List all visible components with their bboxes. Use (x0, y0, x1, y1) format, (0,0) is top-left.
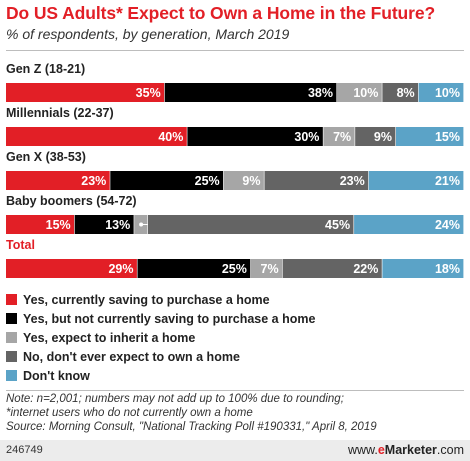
data-label: 18% (435, 262, 460, 276)
legend-swatch (6, 313, 17, 324)
category-label: Baby boomers (54-72) (6, 194, 137, 208)
brand-logo[interactable]: www.eMarketer.com (348, 443, 464, 457)
bar-segment (282, 259, 382, 278)
category-label: Millennials (22-37) (6, 106, 114, 120)
legend-label: Yes, expect to inherit a home (23, 330, 196, 345)
note-line: Note: n=2,001; numbers may not add up to… (6, 393, 344, 405)
data-label: 10% (353, 86, 378, 100)
legend-label: Yes, currently saving to purchase a home (23, 292, 270, 307)
legend-label: Yes, but not currently saving to purchas… (23, 311, 316, 326)
data-label: 9% (242, 174, 260, 188)
bar-segment (418, 83, 464, 102)
brand-suffix: .com (436, 443, 464, 457)
legend-item: Yes, expect to inherit a home (6, 328, 466, 347)
notes: Note: n=2,001; numbers may not add up to… (6, 392, 466, 434)
bar-segment (382, 83, 419, 102)
stacked-bar-chart: Gen Z (18-21) 35% 38% 10% 8% 10% Millennials (… (6, 62, 464, 278)
legend-swatch (6, 294, 17, 305)
bar-segment (137, 259, 251, 278)
bar-segment (355, 127, 396, 146)
bar-segment (354, 215, 464, 234)
data-label: 40% (158, 130, 183, 144)
data-label: 23% (340, 174, 365, 188)
bar-segment (382, 259, 464, 278)
bar-segment (368, 171, 464, 190)
legend-swatch (6, 332, 17, 343)
data-label: 38% (308, 86, 333, 100)
data-label: 25% (222, 262, 247, 276)
data-label: 29% (108, 262, 133, 276)
bar-segment (223, 171, 264, 190)
data-label: 25% (195, 174, 220, 188)
chart-subtitle: % of respondents, by generation, March 2… (6, 26, 290, 42)
category-label: Gen X (38-53) (6, 150, 86, 164)
data-label: 45% (325, 218, 350, 232)
legend-item: Yes, currently saving to purchase a home (6, 290, 466, 309)
data-label: 7% (261, 262, 279, 276)
data-label: 9% (374, 130, 392, 144)
bar-segment (164, 83, 337, 102)
bar-segment (6, 127, 187, 146)
bar-segment (6, 215, 75, 234)
data-label: 24% (435, 218, 460, 232)
bar-segment (187, 127, 323, 146)
data-label: 8% (397, 86, 415, 100)
brand-prefix: www. (347, 443, 378, 457)
bar-segment (337, 83, 382, 102)
legend-item: Yes, but not currently saving to purchas… (6, 309, 466, 328)
title-divider (6, 50, 464, 51)
bar-segment (264, 171, 369, 190)
bar-segment (323, 127, 355, 146)
bar-segment (74, 215, 134, 234)
data-label: 13% (105, 218, 130, 232)
legend-label: Don't know (23, 368, 90, 383)
legend-swatch (6, 351, 17, 362)
data-label: 10% (435, 86, 460, 100)
data-label: 22% (353, 262, 378, 276)
bar-segment (250, 259, 283, 278)
source-line: Source: Morning Consult, "National Track… (6, 421, 377, 433)
legend-divider (6, 390, 464, 391)
data-label: 15% (435, 130, 460, 144)
data-label: 23% (81, 174, 106, 188)
bar-segment (110, 171, 224, 190)
bar-segment (6, 83, 165, 102)
brand-name: Marketer (384, 443, 437, 457)
category-label: Gen Z (18-21) (6, 62, 85, 76)
bar-segment (395, 127, 464, 146)
bar-segment (6, 171, 110, 190)
data-label: 35% (136, 86, 161, 100)
legend-item: No, don't ever expect to own a home (6, 347, 466, 366)
data-label: 7% (333, 130, 351, 144)
data-label: 21% (435, 174, 460, 188)
chart-title: Do US Adults* Expect to Own a Home in th… (6, 3, 436, 23)
bar-segment (147, 215, 354, 234)
bar-segment (6, 259, 137, 278)
footer: 246749 www.eMarketer.com (0, 440, 470, 461)
legend: Yes, currently saving to purchase a home… (6, 290, 466, 385)
legend-item: Don't know (6, 366, 466, 385)
chart-id: 246749 (6, 444, 43, 456)
data-label: 30% (294, 130, 319, 144)
data-label: 15% (46, 218, 71, 232)
category-label: Total (6, 238, 35, 252)
legend-swatch (6, 370, 17, 381)
legend-label: No, don't ever expect to own a home (23, 349, 240, 364)
brand-e: e (377, 443, 385, 457)
note-line: *internet users who do not currently own… (6, 407, 253, 419)
